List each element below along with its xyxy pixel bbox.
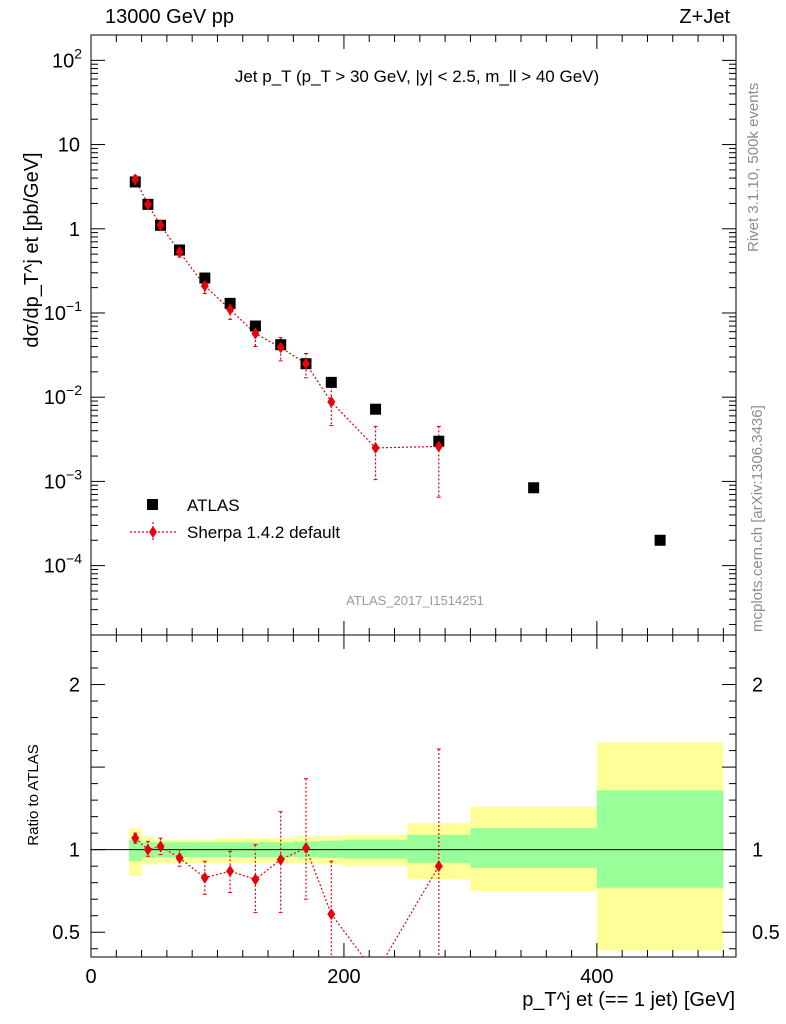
x-tick-label: 200 bbox=[327, 966, 360, 988]
mc-point-ratio bbox=[327, 908, 336, 921]
x-tick-label: 0 bbox=[85, 966, 96, 988]
mc-point-ratio bbox=[226, 865, 235, 878]
mc-point-ratio bbox=[251, 873, 260, 886]
atlas-data-point bbox=[199, 272, 211, 284]
atlas-data-point bbox=[370, 403, 382, 415]
atlas-data-point bbox=[325, 376, 337, 388]
atlas-data-point bbox=[654, 534, 666, 546]
mc-point-ratio bbox=[156, 840, 165, 853]
ratio-plot-area bbox=[131, 748, 443, 980]
legend-atlas-marker bbox=[147, 499, 158, 510]
y-tick-label-ratio-right: 1 bbox=[752, 840, 763, 862]
mc-point-top bbox=[251, 327, 260, 340]
x-tick-label: 400 bbox=[580, 966, 613, 988]
y-tick-label: 10 bbox=[58, 135, 80, 157]
mc-point-top bbox=[302, 357, 310, 370]
y-tick-label: 10−2 bbox=[44, 382, 82, 409]
ratio-bands bbox=[128, 742, 724, 951]
mc-point-top bbox=[131, 173, 140, 186]
atlas-data-point bbox=[224, 297, 236, 309]
y-tick-label-ratio-right: 2 bbox=[752, 675, 763, 697]
y-tick-label-ratio: 2 bbox=[69, 675, 80, 697]
mc-point-ratio bbox=[175, 851, 184, 864]
legend-mc-marker bbox=[149, 526, 157, 538]
y-tick-label-ratio: 1 bbox=[69, 840, 80, 862]
mc-point-top bbox=[200, 279, 209, 292]
mc-point-ratio bbox=[434, 860, 443, 873]
y-tick-label: 10−4 bbox=[44, 551, 82, 578]
atlas-data-point bbox=[528, 482, 540, 494]
mc-point-top bbox=[143, 198, 152, 211]
mc-point-ratio bbox=[276, 853, 285, 866]
atlas-data-point bbox=[249, 320, 261, 332]
y-tick-label: 10−1 bbox=[44, 298, 82, 325]
plot-title: Jet p_T (p_T > 30 GeV, |y| < 2.5, m_ll >… bbox=[235, 67, 599, 86]
legend-mc-label: Sherpa 1.4.2 default bbox=[187, 523, 340, 542]
mc-line-top bbox=[134, 179, 439, 449]
y-axis-label: dσ/dp_T^j et [pb/GeV] bbox=[21, 152, 43, 347]
y-tick-label: 1 bbox=[69, 219, 80, 241]
mc-point-top bbox=[226, 303, 235, 316]
ratio-band-inner bbox=[470, 828, 597, 868]
ratio-band-inner bbox=[128, 839, 142, 862]
mc-point-top bbox=[156, 219, 165, 232]
mc-point-ratio bbox=[143, 843, 152, 856]
ratio-band-inner bbox=[596, 790, 724, 888]
x-axis-label: p_T^j et (== 1 jet) [GeV] bbox=[522, 989, 735, 1011]
mc-point-ratio bbox=[302, 842, 310, 855]
analysis-watermark: ATLAS_2017_I1514251 bbox=[346, 593, 484, 608]
mc-point-top bbox=[371, 441, 380, 454]
mc-point-ratio bbox=[131, 832, 140, 845]
header-left: 13000 GeV pp bbox=[105, 6, 234, 28]
mc-point-ratio bbox=[200, 871, 209, 884]
y-tick-label: 102 bbox=[52, 45, 82, 72]
bottom-frame bbox=[90, 634, 737, 958]
y-tick-label-ratio-right: 0.5 bbox=[752, 922, 780, 944]
mc-point-top bbox=[175, 245, 184, 258]
top-frame bbox=[90, 34, 737, 636]
y-tick-label: 10−3 bbox=[44, 466, 82, 493]
ratio-axis-label: Ratio to ATLAS bbox=[25, 744, 42, 845]
header-right: Z+Jet bbox=[679, 6, 730, 28]
top-plot-area bbox=[129, 173, 666, 546]
mc-point-ratio bbox=[372, 968, 380, 980]
mc-point-top bbox=[276, 341, 285, 354]
mc-point-top bbox=[434, 440, 443, 453]
y-tick-label-ratio: 0.5 bbox=[52, 922, 80, 944]
legend-atlas-label: ATLAS bbox=[187, 496, 240, 515]
mc-point-top bbox=[327, 395, 336, 408]
